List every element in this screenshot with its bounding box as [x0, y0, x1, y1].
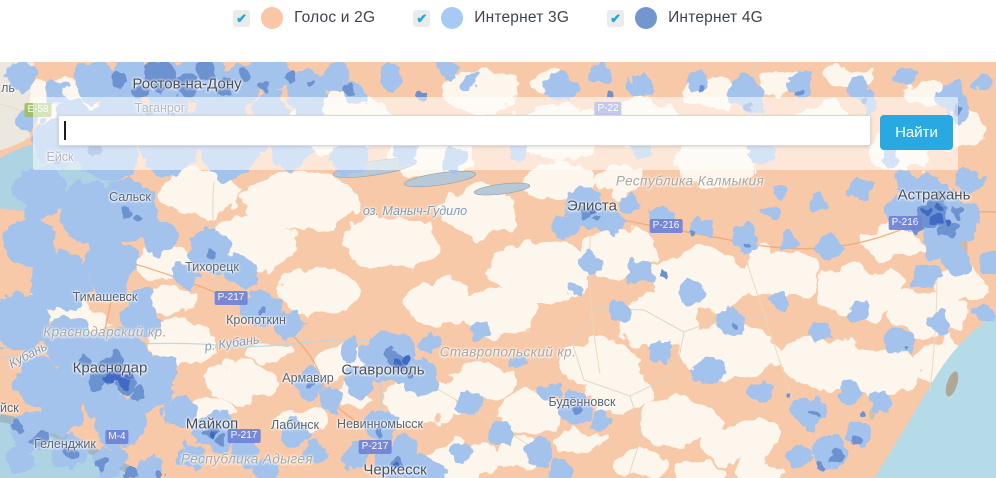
swatch-4g-icon	[635, 7, 658, 29]
checkbox-4g[interactable]: ✔	[607, 9, 625, 27]
checkbox-3g[interactable]: ✔	[413, 9, 431, 27]
checkbox-2g[interactable]: ✔	[233, 9, 251, 27]
legend-label-2g: Голос и 2G	[294, 9, 376, 26]
legend-item-2g: ✔ Голос и 2G	[233, 7, 375, 29]
search-overlay: Найти	[33, 97, 958, 170]
legend-item-4g: ✔ Интернет 4G	[607, 7, 763, 29]
swatch-3g-icon	[441, 7, 464, 29]
search-button[interactable]: Найти	[880, 115, 953, 150]
legend-label-3g: Интернет 3G	[474, 9, 570, 26]
swatch-2g-icon	[261, 7, 284, 29]
legend-label-4g: Интернет 4G	[668, 9, 763, 26]
legend-item-3g: ✔ Интернет 3G	[413, 7, 569, 29]
search-input[interactable]	[58, 115, 871, 146]
coverage-map[interactable]: Ростов-на-Дону Элиста Астрахань Краснодар Ст…	[0, 62, 996, 478]
legend-bar: ✔ Голос и 2G ✔ Интернет 3G ✔ Интернет 4G	[0, 0, 996, 62]
text-caret	[64, 121, 66, 140]
coverage-legend: ✔ Голос и 2G ✔ Интернет 3G ✔ Интернет 4G	[0, 0, 996, 29]
